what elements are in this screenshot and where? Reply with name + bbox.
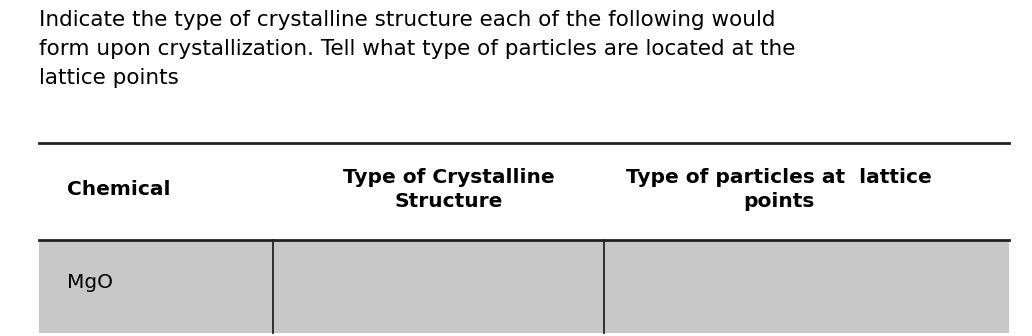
Text: Chemical: Chemical — [67, 180, 170, 199]
Text: Type of particles at  lattice
points: Type of particles at lattice points — [626, 168, 932, 211]
Text: MgO: MgO — [67, 273, 114, 292]
Text: Indicate the type of crystalline structure each of the following would
form upon: Indicate the type of crystalline structu… — [39, 10, 796, 88]
Text: Type of Crystalline
Structure: Type of Crystalline Structure — [343, 168, 555, 211]
